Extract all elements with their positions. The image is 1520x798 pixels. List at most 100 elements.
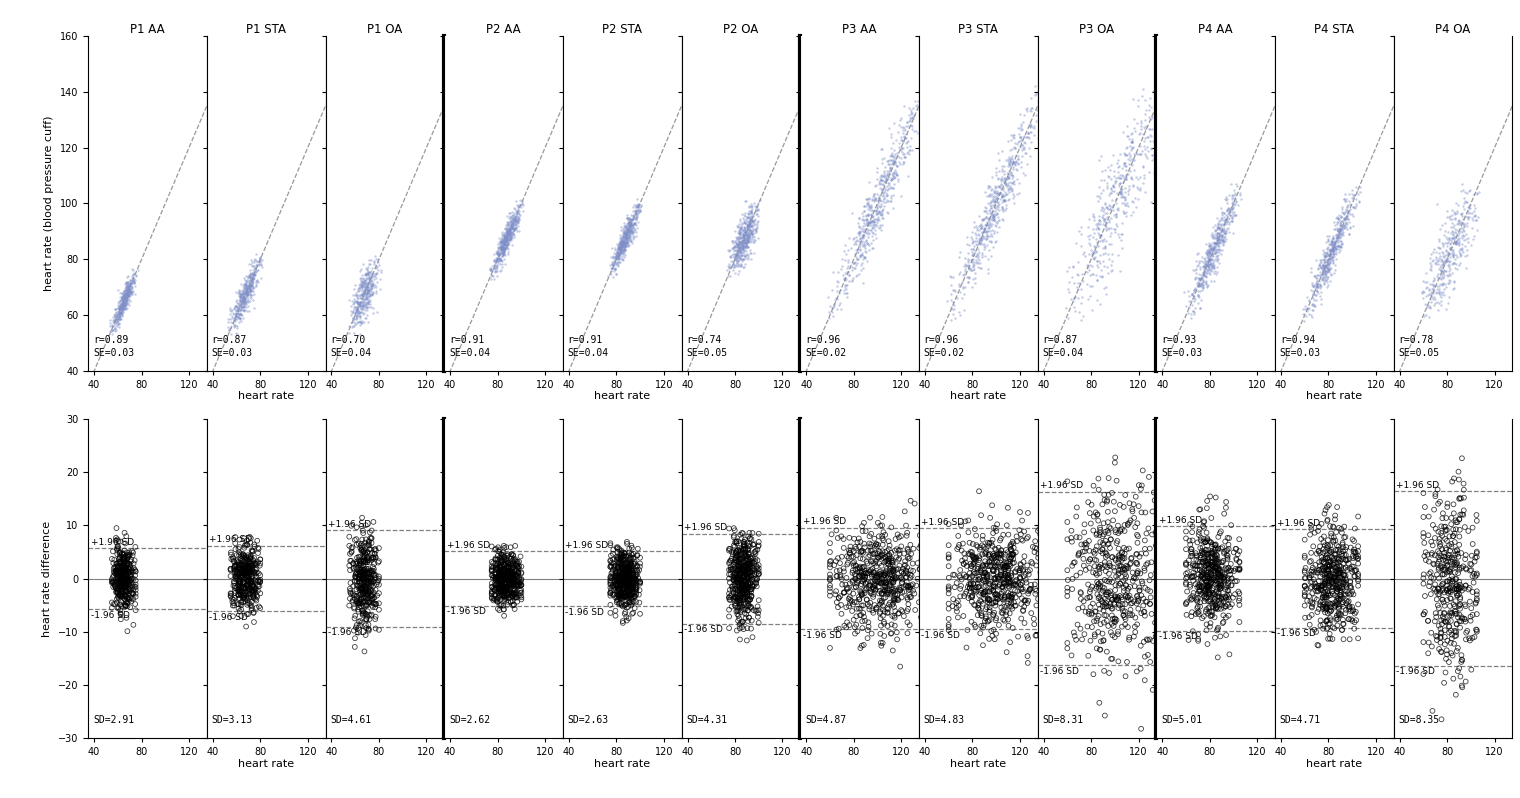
Point: [856, 567, 880, 579]
Point: [733, 591, 757, 603]
Point: [847, 227, 871, 240]
Point: [236, 287, 260, 300]
Point: [354, 519, 378, 531]
Point: [980, 551, 1005, 564]
Point: [1108, 499, 1132, 512]
Point: [739, 226, 763, 239]
Point: [356, 284, 380, 297]
Point: [1198, 588, 1222, 601]
Point: [1444, 572, 1468, 585]
Point: [610, 569, 634, 582]
Point: [1450, 207, 1474, 219]
Text: r=0.96
SE=0.02: r=0.96 SE=0.02: [806, 335, 847, 358]
Point: [1450, 611, 1474, 624]
Point: [740, 538, 765, 551]
Point: [500, 595, 524, 607]
Point: [865, 602, 889, 614]
Point: [882, 601, 906, 614]
Point: [479, 569, 503, 582]
Point: [1324, 597, 1348, 610]
Point: [719, 563, 743, 575]
Point: [736, 563, 760, 576]
Point: [109, 298, 134, 310]
Point: [1119, 172, 1143, 184]
Point: [240, 545, 264, 558]
Point: [872, 615, 897, 628]
Point: [234, 579, 258, 592]
Point: [736, 235, 760, 247]
Point: [1438, 544, 1462, 557]
Point: [745, 554, 769, 567]
Point: [1208, 580, 1233, 593]
Point: [340, 298, 365, 310]
Point: [240, 587, 264, 599]
Point: [1324, 534, 1348, 547]
Point: [1105, 537, 1129, 550]
Point: [114, 573, 138, 586]
Point: [344, 561, 368, 574]
Point: [489, 555, 514, 567]
Point: [1295, 595, 1319, 607]
Point: [976, 263, 1000, 275]
Point: [1318, 248, 1342, 261]
Point: [982, 633, 1006, 646]
Point: [854, 227, 879, 239]
Point: [357, 275, 382, 287]
Point: [345, 315, 369, 328]
Point: [734, 565, 758, 578]
Point: [1196, 258, 1221, 271]
Point: [122, 277, 146, 290]
Point: [865, 199, 889, 211]
Point: [505, 206, 529, 219]
Point: [1085, 580, 1110, 593]
Point: [479, 263, 503, 276]
Point: [497, 219, 521, 232]
Point: [953, 571, 977, 583]
Point: [228, 308, 252, 321]
Point: [734, 575, 758, 588]
Point: [1446, 218, 1470, 231]
Point: [964, 555, 988, 567]
Point: [356, 596, 380, 609]
Point: [1421, 558, 1446, 571]
Point: [603, 564, 628, 577]
Point: [1122, 498, 1146, 511]
Point: [1031, 532, 1055, 545]
Point: [1455, 211, 1479, 223]
Point: [503, 212, 527, 225]
Point: [1435, 211, 1459, 223]
Point: [1178, 591, 1202, 604]
Point: [502, 563, 526, 575]
Point: [728, 240, 752, 253]
Point: [359, 274, 383, 286]
Point: [824, 585, 848, 598]
Point: [488, 543, 512, 556]
Point: [226, 307, 251, 320]
Point: [1210, 599, 1234, 612]
Point: [226, 592, 251, 605]
Point: [973, 231, 997, 244]
Point: [970, 214, 994, 227]
Point: [505, 559, 529, 572]
Point: [1324, 611, 1348, 624]
Point: [1129, 722, 1154, 735]
Point: [117, 290, 141, 302]
Point: [865, 200, 889, 213]
Point: [608, 240, 632, 253]
Point: [727, 577, 751, 590]
Point: [1319, 238, 1344, 251]
Point: [496, 225, 520, 238]
Point: [836, 592, 860, 605]
Point: [1411, 608, 1435, 621]
Point: [489, 242, 514, 255]
Point: [353, 551, 377, 564]
Point: [231, 576, 255, 589]
Point: [489, 238, 514, 251]
Point: [603, 258, 628, 271]
Point: [228, 541, 252, 554]
Point: [623, 205, 648, 218]
Point: [736, 220, 760, 233]
Point: [499, 595, 523, 607]
Point: [106, 318, 131, 330]
Point: [994, 178, 1018, 191]
